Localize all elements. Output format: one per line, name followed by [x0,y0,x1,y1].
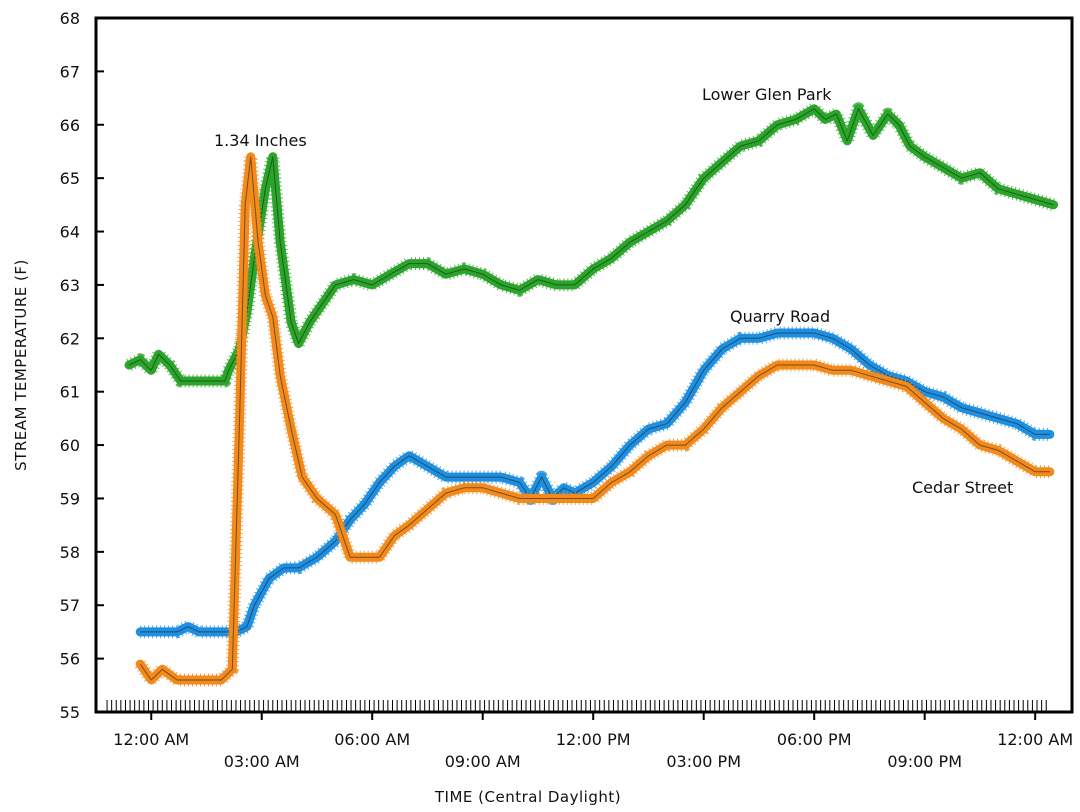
y-tick-label: 57 [60,596,80,615]
series-lines [124,102,1059,687]
x-tick-label: 03:00 AM [224,752,300,771]
x-tick-label: 12:00 PM [556,730,631,749]
y-tick-label: 62 [60,329,80,348]
x-tick-label: 12:00 AM [997,730,1073,749]
y-tick-label: 55 [60,703,80,722]
x-axis-ticks: 12:00 AM 03:00 AM 06:00 AM 09:00 AM 12:00 PM… [113,712,1073,771]
y-axis-ticks: 55 56 57 58 59 60 61 62 63 64 65 66 67 68 [60,9,104,722]
y-tick-label: 58 [60,543,80,562]
y-axis-title: STREAM TEMPERATURE (F) [12,259,30,471]
y-tick-label: 63 [60,276,80,295]
y-tick-label: 67 [60,62,80,81]
y-tick-label: 59 [60,489,80,508]
y-tick-label: 64 [60,223,80,242]
x-tick-label: 12:00 AM [113,730,189,749]
annotation-cedar-street: Cedar Street [912,478,1013,497]
y-tick-label: 56 [60,650,80,669]
x-tick-label: 06:00 PM [777,730,852,749]
x-tick-label: 09:00 AM [445,752,521,771]
y-tick-label: 66 [60,116,80,135]
x-tick-label: 09:00 PM [887,752,962,771]
y-tick-label: 68 [60,9,80,28]
annotation-rain: 1.34 Inches [214,131,307,150]
series-core [128,108,1054,382]
plot-frame [94,16,1074,714]
x-tick-label: 03:00 PM [666,752,741,771]
x-minor-ticks [106,700,1047,712]
annotation-quarry-road: Quarry Road [730,307,830,326]
y-tick-label: 65 [60,169,80,188]
y-tick-label: 61 [60,383,80,402]
y-tick-label: 60 [60,436,80,455]
x-tick-label: 06:00 AM [334,730,410,749]
series-core [139,156,1050,681]
x-axis-title: TIME (Central Daylight) [434,788,621,806]
annotation-lower-glen-park: Lower Glen Park [702,85,832,104]
